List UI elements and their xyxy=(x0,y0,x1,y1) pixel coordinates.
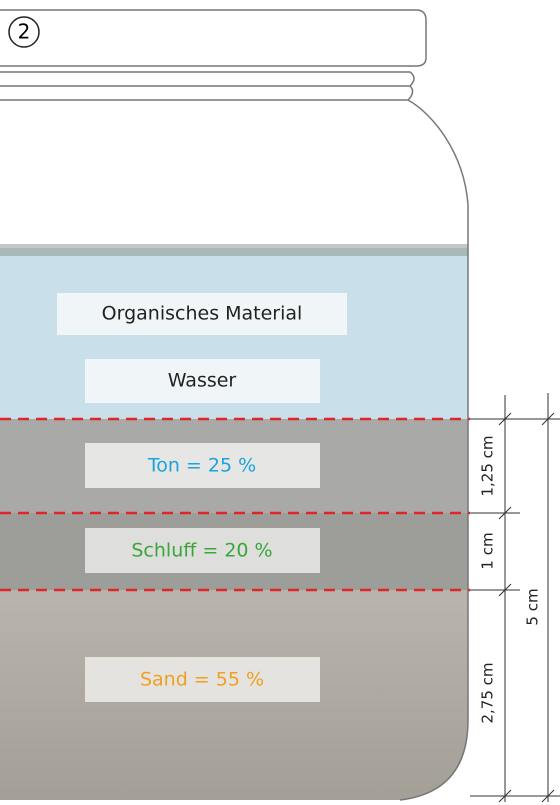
layer-label: Schluff = 20 % xyxy=(131,540,272,562)
jar-lid xyxy=(0,9,427,67)
badge-circle xyxy=(8,16,40,48)
dim-tick xyxy=(498,789,512,803)
jar-body xyxy=(399,99,469,801)
boundaries xyxy=(0,417,470,592)
dim-label: 1,25 cm xyxy=(479,435,497,496)
label-box xyxy=(57,293,347,335)
label-box xyxy=(85,359,320,403)
label-box xyxy=(85,443,320,488)
dim-tick xyxy=(541,412,555,426)
organic-layer xyxy=(0,244,468,256)
dim-label: 5 cm xyxy=(524,588,542,625)
layer-label: Ton = 25 % xyxy=(147,455,256,477)
badge: 2 xyxy=(18,20,31,44)
dim-tick xyxy=(498,583,512,597)
layers xyxy=(0,244,468,800)
jar-neck xyxy=(0,71,415,101)
layer-label: Organisches Material xyxy=(102,303,303,325)
dim-tick xyxy=(498,412,512,426)
layer-label: Wasser xyxy=(168,370,237,392)
layer-label: Sand = 55 % xyxy=(140,669,264,691)
dim-label: 2,75 cm xyxy=(479,662,497,723)
dim-tick xyxy=(541,789,555,803)
dim-tick xyxy=(498,506,512,520)
dim-label: 1 cm xyxy=(479,532,497,569)
label-box xyxy=(85,657,320,702)
label-box xyxy=(85,528,320,573)
dimension-lines xyxy=(470,393,560,803)
